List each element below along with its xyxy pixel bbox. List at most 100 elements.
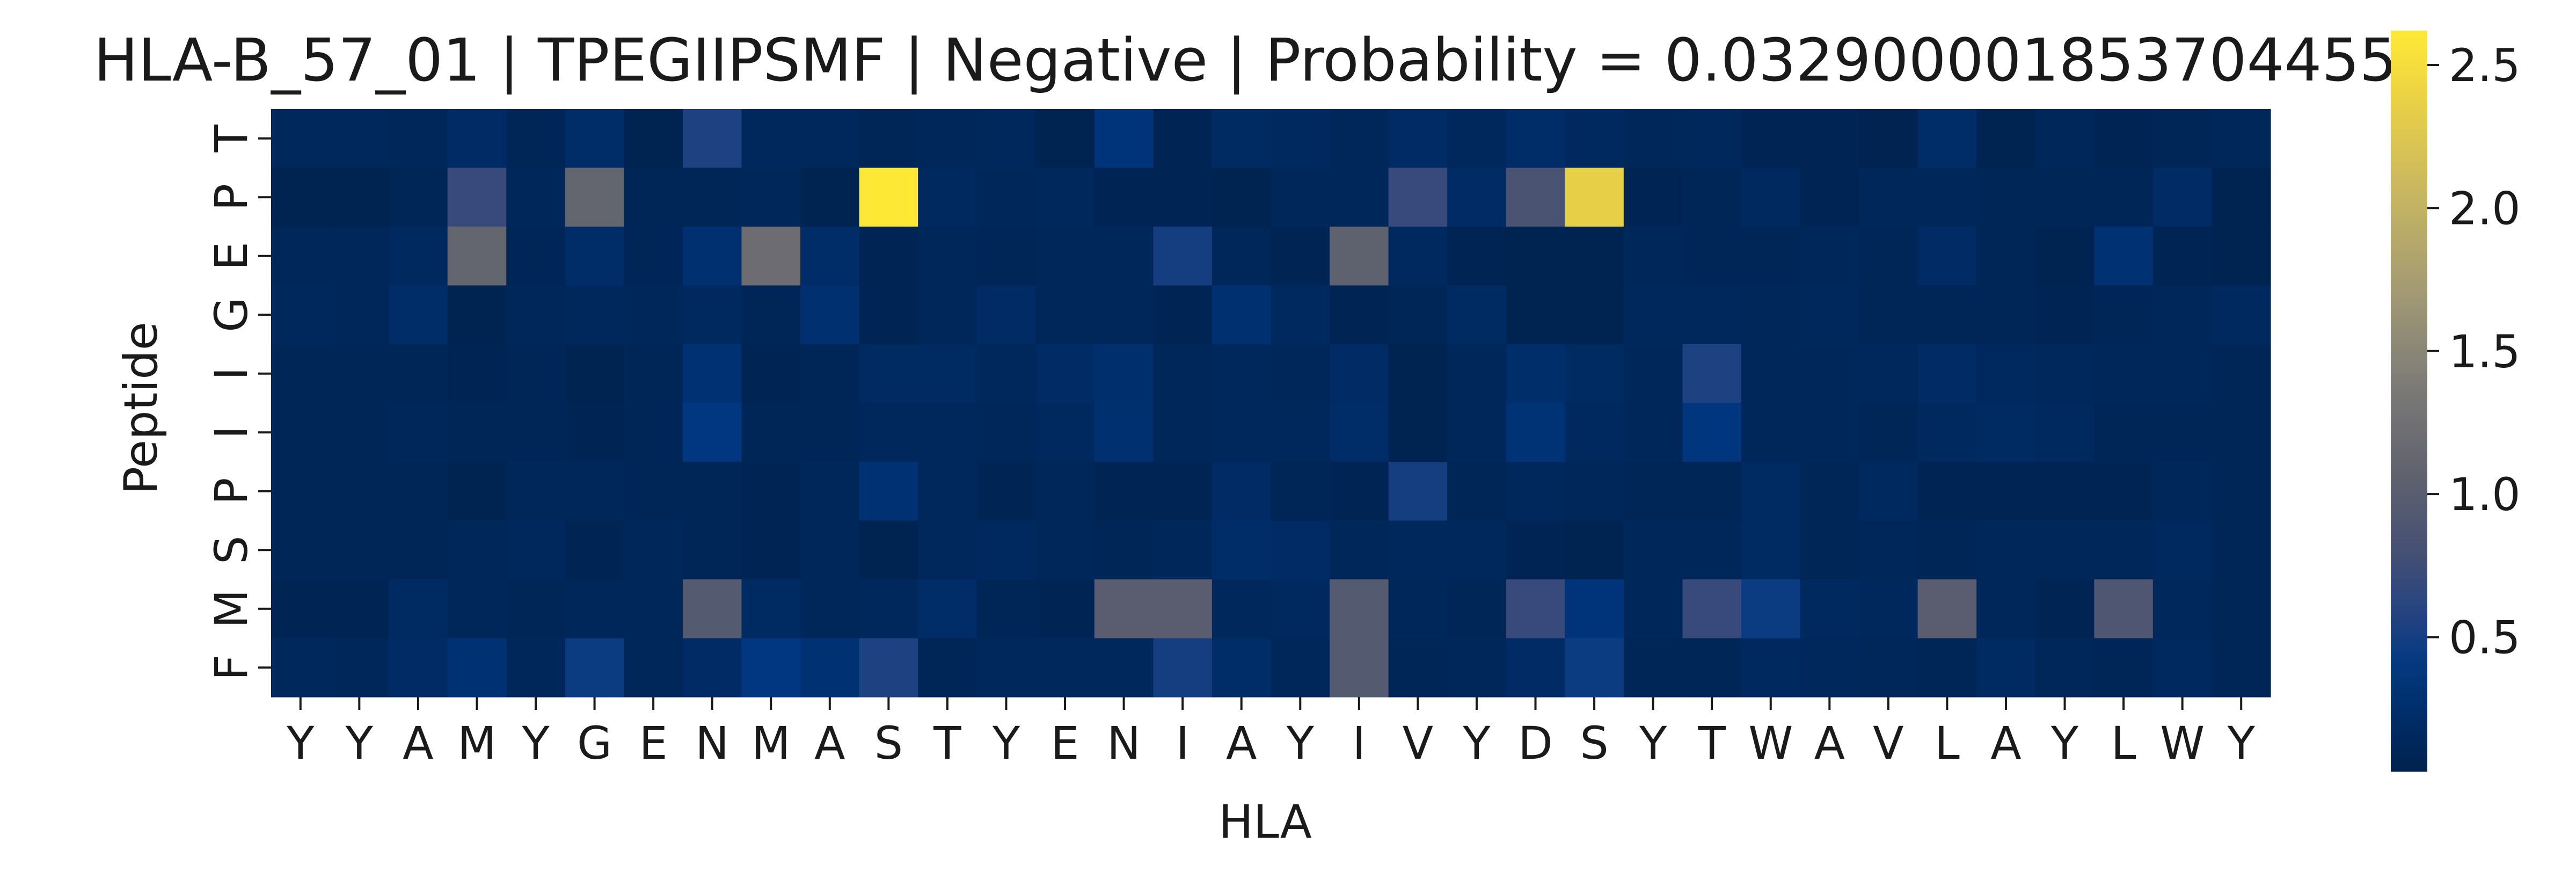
heatmap-cell-r5-c31 [2094,403,2154,462]
heatmap-cell-r5-c1 [330,403,389,462]
heatmap-cell-r3-c17 [1271,285,1330,345]
heatmap-cell-r6-c22 [1565,462,1624,521]
heatmap-cell-r6-c12 [976,462,1036,521]
x-tick-label: A [403,717,433,769]
heatmap-cell-r7-c31 [2094,520,2154,580]
heatmap-cell-r5-c24 [1682,403,1742,462]
heatmap-cell-r8-c27 [1859,579,1918,639]
heatmap-cell-r9-c15 [1153,638,1213,698]
heatmap-cell-r9-c6 [624,638,683,698]
heatmap-cell-r4-c13 [1035,344,1095,404]
y-tick-label: T [205,124,258,152]
heatmap-cell-r4-c3 [447,344,507,404]
heatmap-cell-r1-c28 [1917,168,1977,227]
heatmap-cell-r0-c12 [976,109,1036,169]
heatmap-cell-r9-c2 [389,638,448,698]
heatmap-cell-r2-c15 [1153,227,1213,286]
heatmap-cell-r0-c2 [389,109,448,169]
x-tick-label: M [457,717,496,769]
heatmap-cell-r2-c3 [447,227,507,286]
heatmap-cell-r8-c0 [271,579,331,639]
x-tick-label: Y [2050,717,2079,769]
heatmap-cell-r4-c4 [506,344,566,404]
heatmap-cell-r1-c15 [1153,168,1213,227]
heatmap-cell-r7-c23 [1623,520,1683,580]
heatmap-cell-r9-c0 [271,638,331,698]
heatmap-cell-r1-c9 [800,168,860,227]
x-tick-label: E [639,717,668,769]
heatmap-cell-r2-c24 [1682,227,1742,286]
heatmap-cell-r5-c9 [800,403,860,462]
heatmap-cell-r1-c29 [1976,168,2036,227]
heatmap-cell-r8-c31 [2094,579,2154,639]
heatmap-cell-r5-c14 [1094,403,1154,462]
heatmap-cell-r1-c30 [2035,168,2095,227]
heatmap-cell-r2-c22 [1565,227,1624,286]
heatmap-cell-r7-c4 [506,520,566,580]
heatmap-cell-r6-c28 [1917,462,1977,521]
heatmap-cell-r4-c1 [330,344,389,404]
heatmap-cell-r9-c20 [1447,638,1507,698]
heatmap-cell-r8-c32 [2152,579,2213,639]
heatmap-cell-r2-c13 [1035,227,1095,286]
y-tick-label: P [205,477,258,505]
heatmap-cell-r7-c19 [1388,520,1448,580]
colorbar-tick-label: 2.5 [2449,39,2521,92]
x-tick-label: S [874,717,903,769]
heatmap-cell-r5-c7 [682,403,742,462]
heatmap-cell-r5-c8 [741,403,801,462]
heatmap-cell-r3-c8 [741,285,801,345]
heatmap-cell-r2-c6 [624,227,683,286]
heatmap-cell-r2-c19 [1388,227,1448,286]
heatmap-cell-r0-c14 [1094,109,1154,169]
heatmap-cells [271,109,2271,698]
heatmap-cell-r6-c9 [800,462,860,521]
heatmap-cell-r0-c20 [1447,109,1507,169]
heatmap-cell-r0-c23 [1623,109,1683,169]
heatmap-cell-r9-c1 [330,638,389,698]
heatmap-cell-r2-c23 [1623,227,1683,286]
heatmap-cell-r8-c12 [976,579,1036,639]
heatmap-cell-r9-c16 [1212,638,1272,698]
heatmap-cell-r8-c18 [1330,579,1389,639]
heatmap-cell-r4-c21 [1506,344,1565,404]
heatmap-cell-r8-c16 [1212,579,1272,639]
heatmap-cell-r2-c31 [2094,227,2154,286]
heatmap-cell-r9-c4 [506,638,566,698]
heatmap-cell-r6-c25 [1741,462,1801,521]
heatmap-cell-r4-c19 [1388,344,1448,404]
heatmap-cell-r5-c2 [389,403,448,462]
heatmap-cell-r5-c22 [1565,403,1624,462]
heatmap-cell-r9-c22 [1565,638,1624,698]
heatmap-cell-r3-c20 [1447,285,1507,345]
heatmap-cell-r6-c19 [1388,462,1448,521]
heatmap-cell-r4-c17 [1271,344,1330,404]
heatmap-cell-r0-c0 [271,109,331,169]
colorbar-ticks: 0.5 1.0 1.5 2.0 2.5 [2427,39,2521,664]
x-tick-label: Y [521,717,550,769]
heatmap-cell-r2-c2 [389,227,448,286]
heatmap-cell-r2-c30 [2035,227,2095,286]
heatmap-cell-r3-c19 [1388,285,1448,345]
heatmap-cell-r3-c31 [2094,285,2154,345]
heatmap-cell-r8-c4 [506,579,566,639]
x-tick-label: T [933,717,961,769]
heatmap-cell-r8-c21 [1506,579,1565,639]
heatmap-cell-r5-c10 [859,403,918,462]
y-tick-label: G [205,297,258,332]
heatmap-cell-r7-c18 [1330,520,1389,580]
heatmap-cell-r2-c28 [1917,227,1977,286]
heatmap-cell-r1-c17 [1271,168,1330,227]
heatmap-cell-r2-c8 [741,227,801,286]
heatmap-cell-r7-c22 [1565,520,1624,580]
heatmap-cell-r7-c14 [1094,520,1154,580]
heatmap-cell-r9-c27 [1859,638,1918,698]
heatmap-cell-r8-c8 [741,579,801,639]
heatmap-cell-r8-c17 [1271,579,1330,639]
heatmap-cell-r8-c14 [1094,579,1154,639]
heatmap-cell-r6-c21 [1506,462,1565,521]
heatmap-cell-r1-c18 [1330,168,1389,227]
y-axis-ticks: T P EG I I P SM F [205,124,271,680]
heatmap-cell-r1-c8 [741,168,801,227]
heatmap-cell-r6-c11 [918,462,977,521]
